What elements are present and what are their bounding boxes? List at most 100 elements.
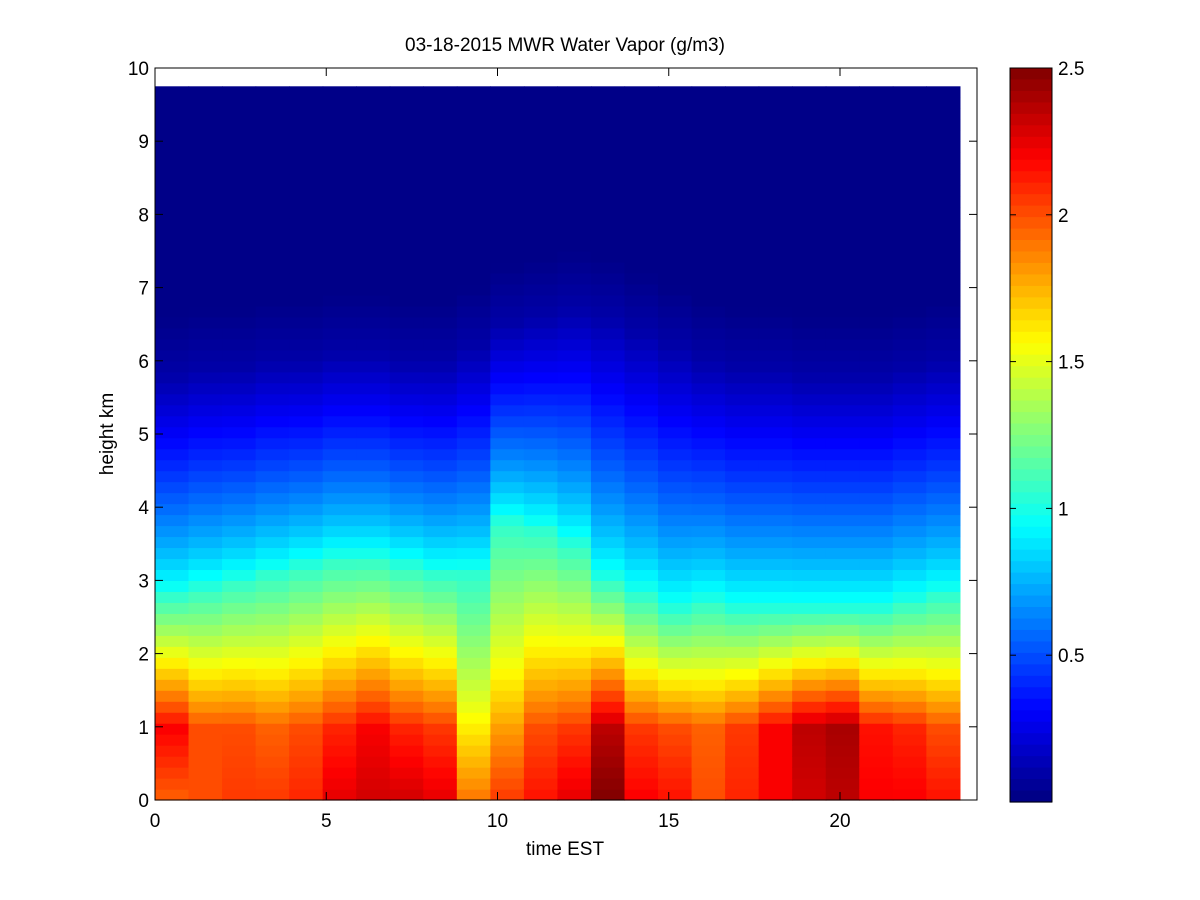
heatmap-cell — [590, 261, 626, 274]
colorbar-segment — [1010, 274, 1052, 287]
heatmap-cell — [523, 163, 559, 175]
heatmap-cell — [859, 789, 894, 801]
heatmap-cell — [892, 613, 927, 625]
heatmap-cell — [590, 294, 626, 307]
heatmap-cell — [222, 97, 257, 109]
heatmap-cell — [289, 393, 324, 406]
heatmap-cell — [691, 272, 726, 285]
heatmap-cell — [423, 613, 458, 625]
heatmap-cell — [725, 130, 760, 142]
heatmap-cell — [624, 591, 659, 603]
heatmap-cell — [490, 119, 525, 131]
heatmap-cell — [188, 536, 223, 549]
heatmap-cell — [490, 602, 525, 614]
heatmap-cell — [523, 360, 559, 373]
heatmap-cell — [926, 514, 961, 527]
heatmap-cell — [590, 371, 626, 384]
heatmap-cell — [758, 283, 793, 296]
heatmap-cell — [658, 316, 693, 329]
heatmap-cell — [557, 108, 592, 120]
heatmap-cell — [356, 185, 391, 197]
heatmap-cell — [825, 503, 860, 516]
heatmap-cell — [892, 547, 927, 560]
heatmap-cell — [590, 426, 626, 439]
heatmap-cell — [456, 481, 491, 494]
heatmap-cell — [255, 690, 290, 702]
heatmap-cell — [490, 415, 525, 428]
heatmap-cell — [389, 745, 424, 757]
heatmap-cell — [758, 613, 793, 625]
heatmap-cell — [658, 141, 693, 153]
heatmap-cell — [356, 97, 391, 109]
heatmap-cell — [423, 635, 458, 647]
heatmap-cell — [356, 163, 391, 175]
heatmap-cell — [188, 613, 223, 625]
heatmap-cell — [289, 514, 324, 527]
heatmap-cell — [725, 569, 760, 581]
heatmap-cell — [859, 756, 894, 768]
heatmap-cell — [859, 196, 894, 208]
heatmap-cell — [758, 360, 793, 373]
heatmap-cell — [289, 218, 324, 230]
heatmap-cell — [792, 371, 827, 384]
heatmap-cell — [825, 492, 860, 505]
heatmap-cell — [624, 745, 659, 757]
heatmap-cell — [289, 756, 324, 768]
heatmap-cell — [389, 196, 424, 208]
heatmap-cell — [892, 635, 927, 647]
y-tick-label: 8 — [138, 205, 149, 226]
colorbar-segment — [1010, 412, 1052, 425]
heatmap-cell — [222, 470, 257, 483]
heatmap-cell — [456, 97, 491, 109]
heatmap-cell — [222, 756, 257, 768]
heatmap-cell — [389, 602, 424, 614]
heatmap-cell — [792, 437, 827, 450]
heatmap-cell — [322, 492, 357, 505]
heatmap-cell — [590, 492, 626, 505]
heatmap-cell — [289, 251, 324, 263]
heatmap-cell — [825, 152, 860, 164]
heatmap-cell — [590, 503, 626, 516]
heatmap-cell — [859, 360, 894, 373]
colorbar-segment — [1010, 423, 1052, 436]
heatmap-cell — [389, 240, 424, 252]
heatmap-cell — [389, 130, 424, 142]
heatmap-cell — [389, 668, 424, 680]
heatmap-cell — [423, 756, 458, 768]
heatmap-cell — [188, 185, 223, 197]
heatmap-cell — [792, 261, 827, 274]
heatmap-cell — [859, 174, 894, 186]
heatmap-cell — [423, 437, 458, 450]
heatmap-cell — [792, 272, 827, 285]
heatmap-cell — [188, 316, 223, 329]
heatmap-cell — [389, 514, 424, 527]
heatmap-cell — [658, 745, 693, 757]
heatmap-cell — [926, 371, 961, 384]
heatmap-cell — [255, 580, 290, 592]
heatmap-cell — [691, 86, 726, 98]
heatmap-cell — [725, 756, 760, 768]
heatmap-cell — [557, 305, 592, 318]
heatmap-cell — [624, 646, 659, 658]
heatmap-cell — [725, 283, 760, 296]
heatmap-cell — [289, 86, 324, 98]
heatmap-cell — [859, 185, 894, 197]
colorbar-segment — [1010, 240, 1052, 253]
heatmap-cell — [490, 569, 525, 581]
heatmap-cell — [658, 86, 693, 98]
heatmap-cell — [322, 756, 357, 768]
heatmap-cell — [423, 580, 458, 592]
heatmap-cell — [255, 778, 290, 790]
heatmap-cell — [523, 778, 559, 790]
heatmap-cell — [389, 327, 424, 340]
heatmap-cell — [725, 261, 760, 274]
heatmap-cell — [322, 536, 357, 549]
heatmap-cell — [725, 459, 760, 472]
heatmap-cell — [523, 185, 559, 197]
heatmap-cell — [155, 327, 190, 340]
heatmap-cell — [523, 602, 559, 614]
y-tick-label: 4 — [138, 498, 149, 519]
heatmap-cell — [590, 338, 626, 351]
heatmap-cell — [792, 349, 827, 362]
